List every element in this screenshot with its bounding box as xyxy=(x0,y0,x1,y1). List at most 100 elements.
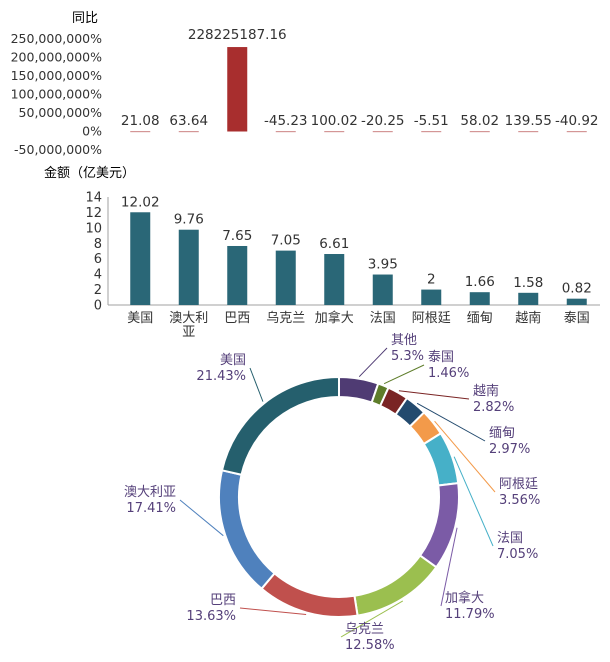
amount-bar xyxy=(421,289,442,305)
growth-y-tick-label: -50,000,000% xyxy=(14,142,102,157)
donut-leader-line xyxy=(179,499,224,537)
amount-y-tick-label: 8 xyxy=(94,237,102,252)
amount-value-label: 7.05 xyxy=(271,233,301,249)
amount-y-tick-label: 14 xyxy=(85,191,102,206)
growth-value-label: 228225187.16 xyxy=(188,27,287,43)
amount-category-labels: 美国 澳大利亚 巴西 乌克兰 加拿大 法国 阿根廷 缅甸 越南 泰国 xyxy=(127,310,590,340)
growth-y-tick-label: 150,000,000% xyxy=(11,68,103,83)
amount-value-label: 0.82 xyxy=(562,281,592,297)
amount-y-axis-label: 金额（亿美元） xyxy=(44,165,135,181)
amount-value-label: 1.66 xyxy=(465,274,495,290)
growth-y-axis-ticks: 250,000,000% 200,000,000% 150,000,000% 100,… xyxy=(11,31,103,157)
donut-label-pct: 21.43% xyxy=(196,369,246,384)
donut-slices xyxy=(218,375,460,618)
growth-bar xyxy=(566,131,587,133)
growth-bar xyxy=(227,47,248,132)
growth-y-tick-label: 200,000,000% xyxy=(11,50,103,65)
amount-bars xyxy=(130,212,587,305)
donut-label-pct: 5.3% xyxy=(391,349,424,364)
donut-label-name: 泰国 xyxy=(428,350,454,365)
amount-bar xyxy=(518,292,539,305)
growth-bar xyxy=(275,131,296,133)
amount-value-label: 7.65 xyxy=(222,228,252,244)
donut-leader-line xyxy=(249,367,264,402)
donut-slice xyxy=(418,482,460,569)
donut-leader-line xyxy=(383,364,425,385)
amount-y-tick-label: 4 xyxy=(94,268,102,283)
growth-bar xyxy=(469,131,490,133)
donut-leader-line xyxy=(434,420,496,493)
donut-label-name: 美国 xyxy=(220,353,246,368)
amount-category-label: 阿根廷 xyxy=(412,311,451,326)
growth-value-label: -40.92 xyxy=(555,113,599,129)
amount-category-label: 越南 xyxy=(515,310,541,326)
growth-value-label: 139.55 xyxy=(505,113,552,129)
amount-value-label: 2 xyxy=(427,272,436,288)
growth-y-tick-label: 250,000,000% xyxy=(11,31,103,46)
amount-y-tick-label: 2 xyxy=(94,283,102,298)
amount-bar xyxy=(324,254,345,305)
growth-value-label: 21.08 xyxy=(121,113,160,129)
growth-bar xyxy=(518,131,539,133)
growth-value-label: 58.02 xyxy=(460,113,499,129)
growth-y-tick-label: 0% xyxy=(82,124,102,139)
donut-label-name: 法国 xyxy=(497,531,523,546)
donut-label-pct: 13.63% xyxy=(186,609,236,624)
growth-value-labels: 21.08 63.64 228225187.16 -45.23 100.02 -20.25… xyxy=(121,27,599,129)
donut-slice xyxy=(422,432,460,487)
donut-leader-line xyxy=(453,456,494,547)
donut-label-pct: 7.05% xyxy=(497,547,538,562)
amount-bar xyxy=(130,212,151,305)
amount-category-label: 法国 xyxy=(370,311,396,326)
growth-bar xyxy=(421,131,442,133)
donut-leader-lines xyxy=(179,347,496,638)
growth-bar xyxy=(372,131,393,133)
amount-bar xyxy=(566,298,587,305)
donut-leader-line xyxy=(398,390,470,400)
amount-category-label: 美国 xyxy=(127,311,153,326)
donut-label-name: 缅甸 xyxy=(489,426,515,441)
growth-y-tick-label: 100,000,000% xyxy=(11,87,103,102)
donut-leader-line xyxy=(340,600,404,638)
amount-category-label: 缅甸 xyxy=(467,311,493,326)
donut-slice xyxy=(218,469,276,591)
amount-category-label: 澳大利 xyxy=(169,310,208,326)
growth-value-label: 63.64 xyxy=(169,113,208,129)
donut-leader-line xyxy=(416,402,486,442)
growth-value-label: -45.23 xyxy=(264,113,308,129)
donut-label-name: 巴西 xyxy=(210,593,236,608)
growth-value-label: -5.51 xyxy=(414,113,449,129)
amount-category-label: 加拿大 xyxy=(315,310,354,326)
donut-label-pct: 2.97% xyxy=(489,442,530,457)
amount-value-label: 6.61 xyxy=(319,236,349,252)
amount-bar xyxy=(372,274,393,305)
donut-label-name: 其他 xyxy=(391,333,417,348)
donut-label-name: 越南 xyxy=(473,383,499,399)
growth-value-label: -20.25 xyxy=(361,113,405,129)
amount-y-tick-label: 0 xyxy=(94,299,102,314)
donut-label-name: 乌克兰 xyxy=(345,621,384,637)
donut-slice xyxy=(353,554,438,617)
growth-bar xyxy=(130,131,151,133)
donut-label-name: 阿根廷 xyxy=(499,477,538,492)
donut-leader-line xyxy=(358,347,388,378)
amount-category-label: 亚 xyxy=(182,325,195,340)
amount-category-label: 泰国 xyxy=(564,311,590,326)
growth-y-tick-label: 50,000,000% xyxy=(19,105,103,120)
donut-leader-line xyxy=(440,527,458,607)
amount-y-tick-label: 12 xyxy=(85,206,102,221)
donut-label-pct: 17.41% xyxy=(126,501,176,516)
donut-label-pct: 11.79% xyxy=(445,607,495,622)
donut-label-pct: 3.56% xyxy=(499,493,540,508)
amount-y-tick-label: 6 xyxy=(94,252,102,267)
growth-bar xyxy=(324,131,345,133)
growth-bars xyxy=(130,47,587,133)
donut-label-pct: 2.82% xyxy=(473,400,514,415)
growth-rate-chart: 同比 250,000,000% 200,000,000% 150,000,000% 1… xyxy=(11,11,599,157)
donut-slice xyxy=(220,375,340,476)
